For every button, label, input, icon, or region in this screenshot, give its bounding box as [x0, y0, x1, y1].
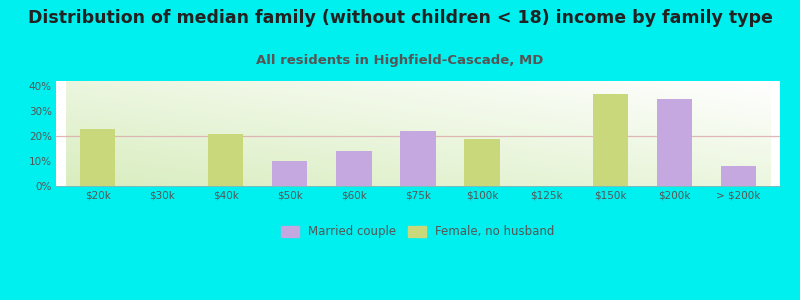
Bar	[465, 139, 500, 186]
Bar	[336, 151, 371, 186]
Bar	[400, 131, 436, 186]
Bar	[272, 161, 307, 186]
Text: Distribution of median family (without children < 18) income by family type: Distribution of median family (without c…	[27, 9, 773, 27]
Bar	[208, 134, 243, 186]
Bar	[593, 94, 628, 186]
Text: All residents in Highfield-Cascade, MD: All residents in Highfield-Cascade, MD	[256, 54, 544, 67]
Bar	[721, 166, 756, 186]
Legend: Married couple, Female, no husband: Married couple, Female, no husband	[277, 221, 559, 243]
Bar	[593, 158, 628, 186]
Bar	[657, 98, 692, 186]
Bar	[80, 128, 115, 186]
